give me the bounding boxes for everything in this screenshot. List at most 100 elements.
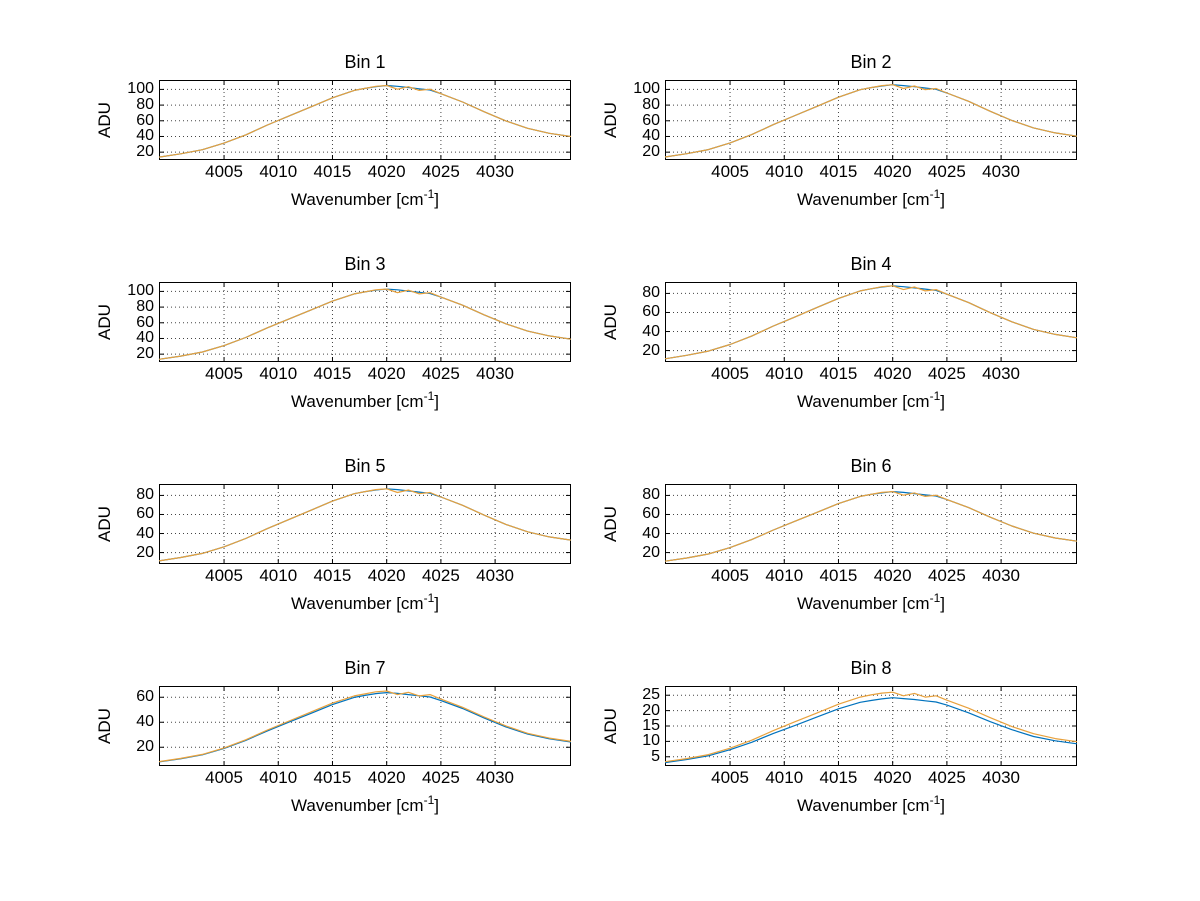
x-tick-label: 4015 [313, 162, 352, 181]
plot-title: Bin 3 [344, 254, 386, 274]
y-tick-label: 100 [127, 282, 154, 300]
plot-area [665, 282, 1077, 362]
x-tick-label: 4010 [259, 162, 298, 181]
series-line-spectrum [159, 690, 571, 763]
y-tick-label: 40 [136, 329, 154, 347]
y-tick-label: 10 [642, 732, 660, 750]
y-axis-label: ADU [601, 80, 621, 160]
y-tick-labels: 20 40 60 80 [115, 484, 159, 564]
y-tick-label: 60 [136, 313, 154, 331]
y-tick-label: 20 [642, 341, 660, 359]
series-line-spectrum [665, 691, 1077, 763]
y-tick-label: 20 [136, 738, 154, 756]
plot-row: ADU 20 40 60 80 100 [601, 80, 1077, 161]
x-tick-label: 4010 [259, 364, 298, 383]
y-tick-labels: 20 40 60 80 100 [115, 80, 159, 161]
y-tick-labels: 20 40 60 80 [621, 282, 665, 362]
y-tick-label: 20 [642, 701, 660, 719]
x-tick-label: 4030 [982, 768, 1021, 787]
plot-area [159, 686, 571, 766]
subplot-bin-6: Bin 6 ADU 20 40 60 80 4005 4010 4015 4020 4025 4… [601, 456, 1077, 614]
x-tick-label: 4010 [765, 566, 804, 585]
x-tick-label: 4005 [711, 364, 749, 383]
series-line-spectrum [665, 84, 1077, 158]
plot-row: ADU 20 40 60 80 100 [95, 80, 571, 161]
x-tick-label: 4010 [765, 364, 804, 383]
x-tick-label: 4015 [313, 566, 352, 585]
subplot-bin-8: Bin 8 ADU 5 10 15 20 25 4005 4010 4015 4020 4025… [601, 658, 1077, 816]
x-axis-label-sup: -1 [423, 793, 435, 807]
series-line-spectrum [159, 488, 571, 562]
y-axis-label-text: ADU [95, 102, 114, 138]
y-tick-label: 15 [642, 717, 660, 734]
y-tick-label: 40 [642, 524, 660, 542]
x-tick-label: 4010 [259, 768, 298, 787]
x-tick-labels: 4005 4010 4015 4020 4025 4030 [665, 766, 1077, 790]
y-tick-label: 60 [642, 505, 660, 523]
y-axis-label: ADU [95, 80, 115, 160]
x-tick-label: 4005 [205, 364, 243, 383]
y-tick-label: 40 [136, 713, 154, 731]
y-tick-labels: 20 40 60 80 [621, 484, 665, 564]
plot-row: ADU 20 40 60 [95, 686, 571, 766]
x-tick-label: 4020 [873, 364, 912, 383]
x-tick-label: 4025 [927, 364, 966, 383]
x-axis-label: Wavenumber [cm-1] [159, 591, 571, 614]
plot-title: Bin 1 [344, 52, 386, 72]
x-axis-label: Wavenumber [cm-1] [665, 389, 1077, 412]
y-tick-label: 60 [136, 111, 154, 129]
x-axis-label-close: ] [434, 190, 439, 209]
plot-area [159, 80, 571, 160]
plot-row: ADU 20 40 60 80 [95, 484, 571, 564]
plot-canvas [665, 484, 1077, 564]
x-axis-label-text: Wavenumber [cm [291, 796, 424, 815]
x-axis-label-text: Wavenumber [cm [797, 594, 930, 613]
y-tick-label: 80 [136, 298, 154, 316]
x-axis-label-sup: -1 [929, 591, 941, 605]
y-axis-label-text: ADU [601, 304, 620, 340]
x-axis-label-text: Wavenumber [cm [797, 190, 930, 209]
x-tick-labels: 4005 4010 4015 4020 4025 4030 [159, 160, 571, 184]
x-tick-label: 4015 [313, 364, 352, 383]
y-tick-label: 20 [642, 543, 660, 561]
subplot-bin-1: Bin 1 ADU 20 40 60 80 100 4005 4010 4015 4020 40… [95, 52, 571, 210]
x-tick-labels: 4005 4010 4015 4020 4025 4030 [665, 564, 1077, 588]
x-tick-label: 4025 [421, 768, 460, 787]
x-tick-label: 4005 [711, 162, 749, 181]
x-tick-labels: 4005 4010 4015 4020 4025 4030 [665, 160, 1077, 184]
plot-title: Bin 8 [850, 658, 892, 678]
x-axis-label: Wavenumber [cm-1] [159, 389, 571, 412]
y-tick-label: 80 [642, 96, 660, 114]
x-tick-label: 4030 [982, 162, 1021, 181]
x-tick-label: 4015 [313, 768, 352, 787]
x-tick-label: 4030 [476, 566, 515, 585]
x-tick-label: 4030 [476, 768, 515, 787]
y-tick-label: 80 [642, 284, 660, 302]
x-tick-label: 4005 [205, 162, 243, 181]
x-axis-label-sup: -1 [929, 187, 941, 201]
plot-title: Bin 7 [344, 658, 386, 678]
plot-title: Bin 6 [850, 456, 892, 476]
y-axis-label: ADU [95, 484, 115, 564]
y-axis-label: ADU [95, 686, 115, 766]
subplot-grid: Bin 1 ADU 20 40 60 80 100 4005 4010 4015 4020 40… [95, 52, 1200, 816]
y-tick-label: 20 [136, 345, 154, 363]
x-axis-label-text: Wavenumber [cm [291, 392, 424, 411]
plot-area [665, 80, 1077, 160]
series-line-spectrum-smooth [665, 84, 1077, 158]
plot-row: ADU 5 10 15 20 25 [601, 686, 1077, 766]
x-axis-label-close: ] [434, 594, 439, 613]
plot-title: Bin 2 [850, 52, 892, 72]
x-tick-label: 4005 [711, 566, 749, 585]
y-tick-label: 40 [136, 127, 154, 145]
x-tick-label: 4030 [476, 364, 515, 383]
x-axis-label: Wavenumber [cm-1] [665, 591, 1077, 614]
y-axis-label: ADU [601, 484, 621, 564]
x-tick-label: 4025 [421, 566, 460, 585]
plot-canvas [159, 484, 571, 564]
y-tick-label: 60 [642, 111, 660, 129]
x-tick-label: 4030 [982, 566, 1021, 585]
x-tick-label: 4005 [205, 566, 243, 585]
y-axis-label-text: ADU [95, 708, 114, 744]
x-tick-label: 4020 [367, 364, 406, 383]
